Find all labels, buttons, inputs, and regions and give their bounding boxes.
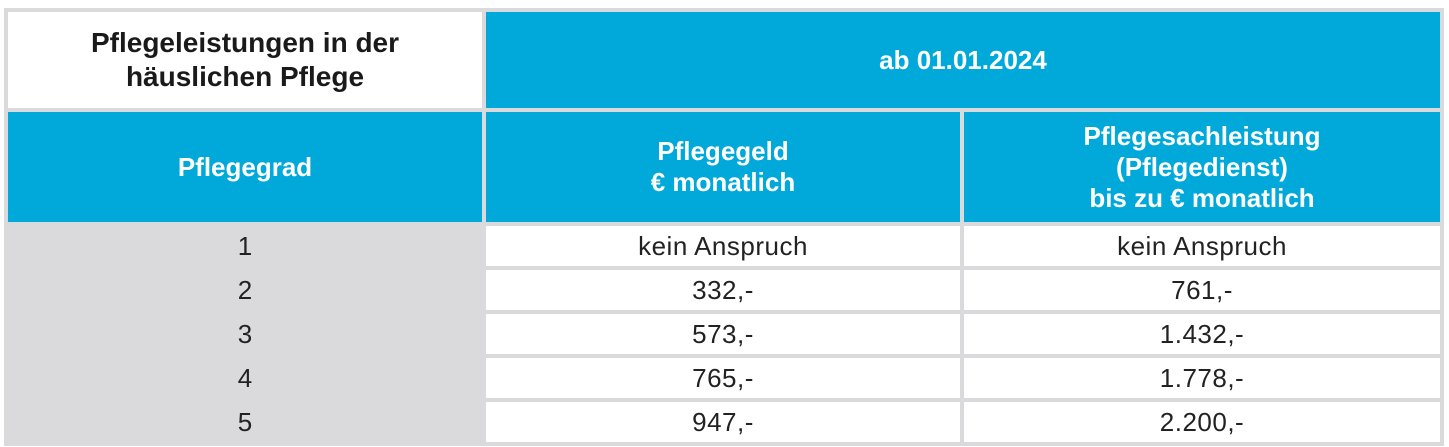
column-header: Pflegesachleistung (Pflegedienst) bis zu €… [964,112,1440,222]
amount: 761,- [964,270,1440,310]
table-title: Pflegeleistungen in der häuslichen Pflege [8,12,482,108]
header-row: Pflegeleistungen in der häuslichen Pflege… [8,12,1440,108]
care-level: 5 [8,402,482,442]
care-table: Pflegeleistungen in der häuslichen Pflege… [4,8,1444,446]
data-row: 1 kein Anspruch kein Anspruch [8,226,1440,266]
column-header-row: Pflegegrad Pflegegeld € monatlich Pflegesac… [8,112,1440,222]
amount: kein Anspruch [486,226,960,266]
amount: 1.778,- [964,358,1440,398]
amount: kein Anspruch [964,226,1440,266]
data-row: 4 765,- 1.778,- [8,358,1440,398]
amount: 947,- [486,402,960,442]
care-level: 1 [8,226,482,266]
column-header: Pflegegeld € monatlich [486,112,960,222]
care-level: 4 [8,358,482,398]
care-level: 3 [8,314,482,354]
amount: 332,- [486,270,960,310]
text-line: Pflegesachleistung [1083,120,1321,151]
text-line: häuslichen Pflege [125,61,365,92]
text-line: bis zu € monatlich [1089,182,1315,213]
text-line: (Pflegedienst) [1116,151,1288,182]
data-row: 3 573,- 1.432,- [8,314,1440,354]
amount: 1.432,- [964,314,1440,354]
text-line: Pflegegrad [177,151,313,182]
text-line: Pflegegeld [657,136,789,166]
amount: 2.200,- [964,402,1440,442]
data-row: 2 332,- 761,- [8,270,1440,310]
amount: 573,- [486,314,960,354]
text-line: € monatlich [650,167,796,197]
care-level: 2 [8,270,482,310]
period-header: ab 01.01.2024 [486,12,1440,108]
text-line: Pflegeleistungen in der [90,27,400,58]
amount: 765,- [486,358,960,398]
data-row: 5 947,- 2.200,- [8,402,1440,442]
column-header: Pflegegrad [8,112,482,222]
